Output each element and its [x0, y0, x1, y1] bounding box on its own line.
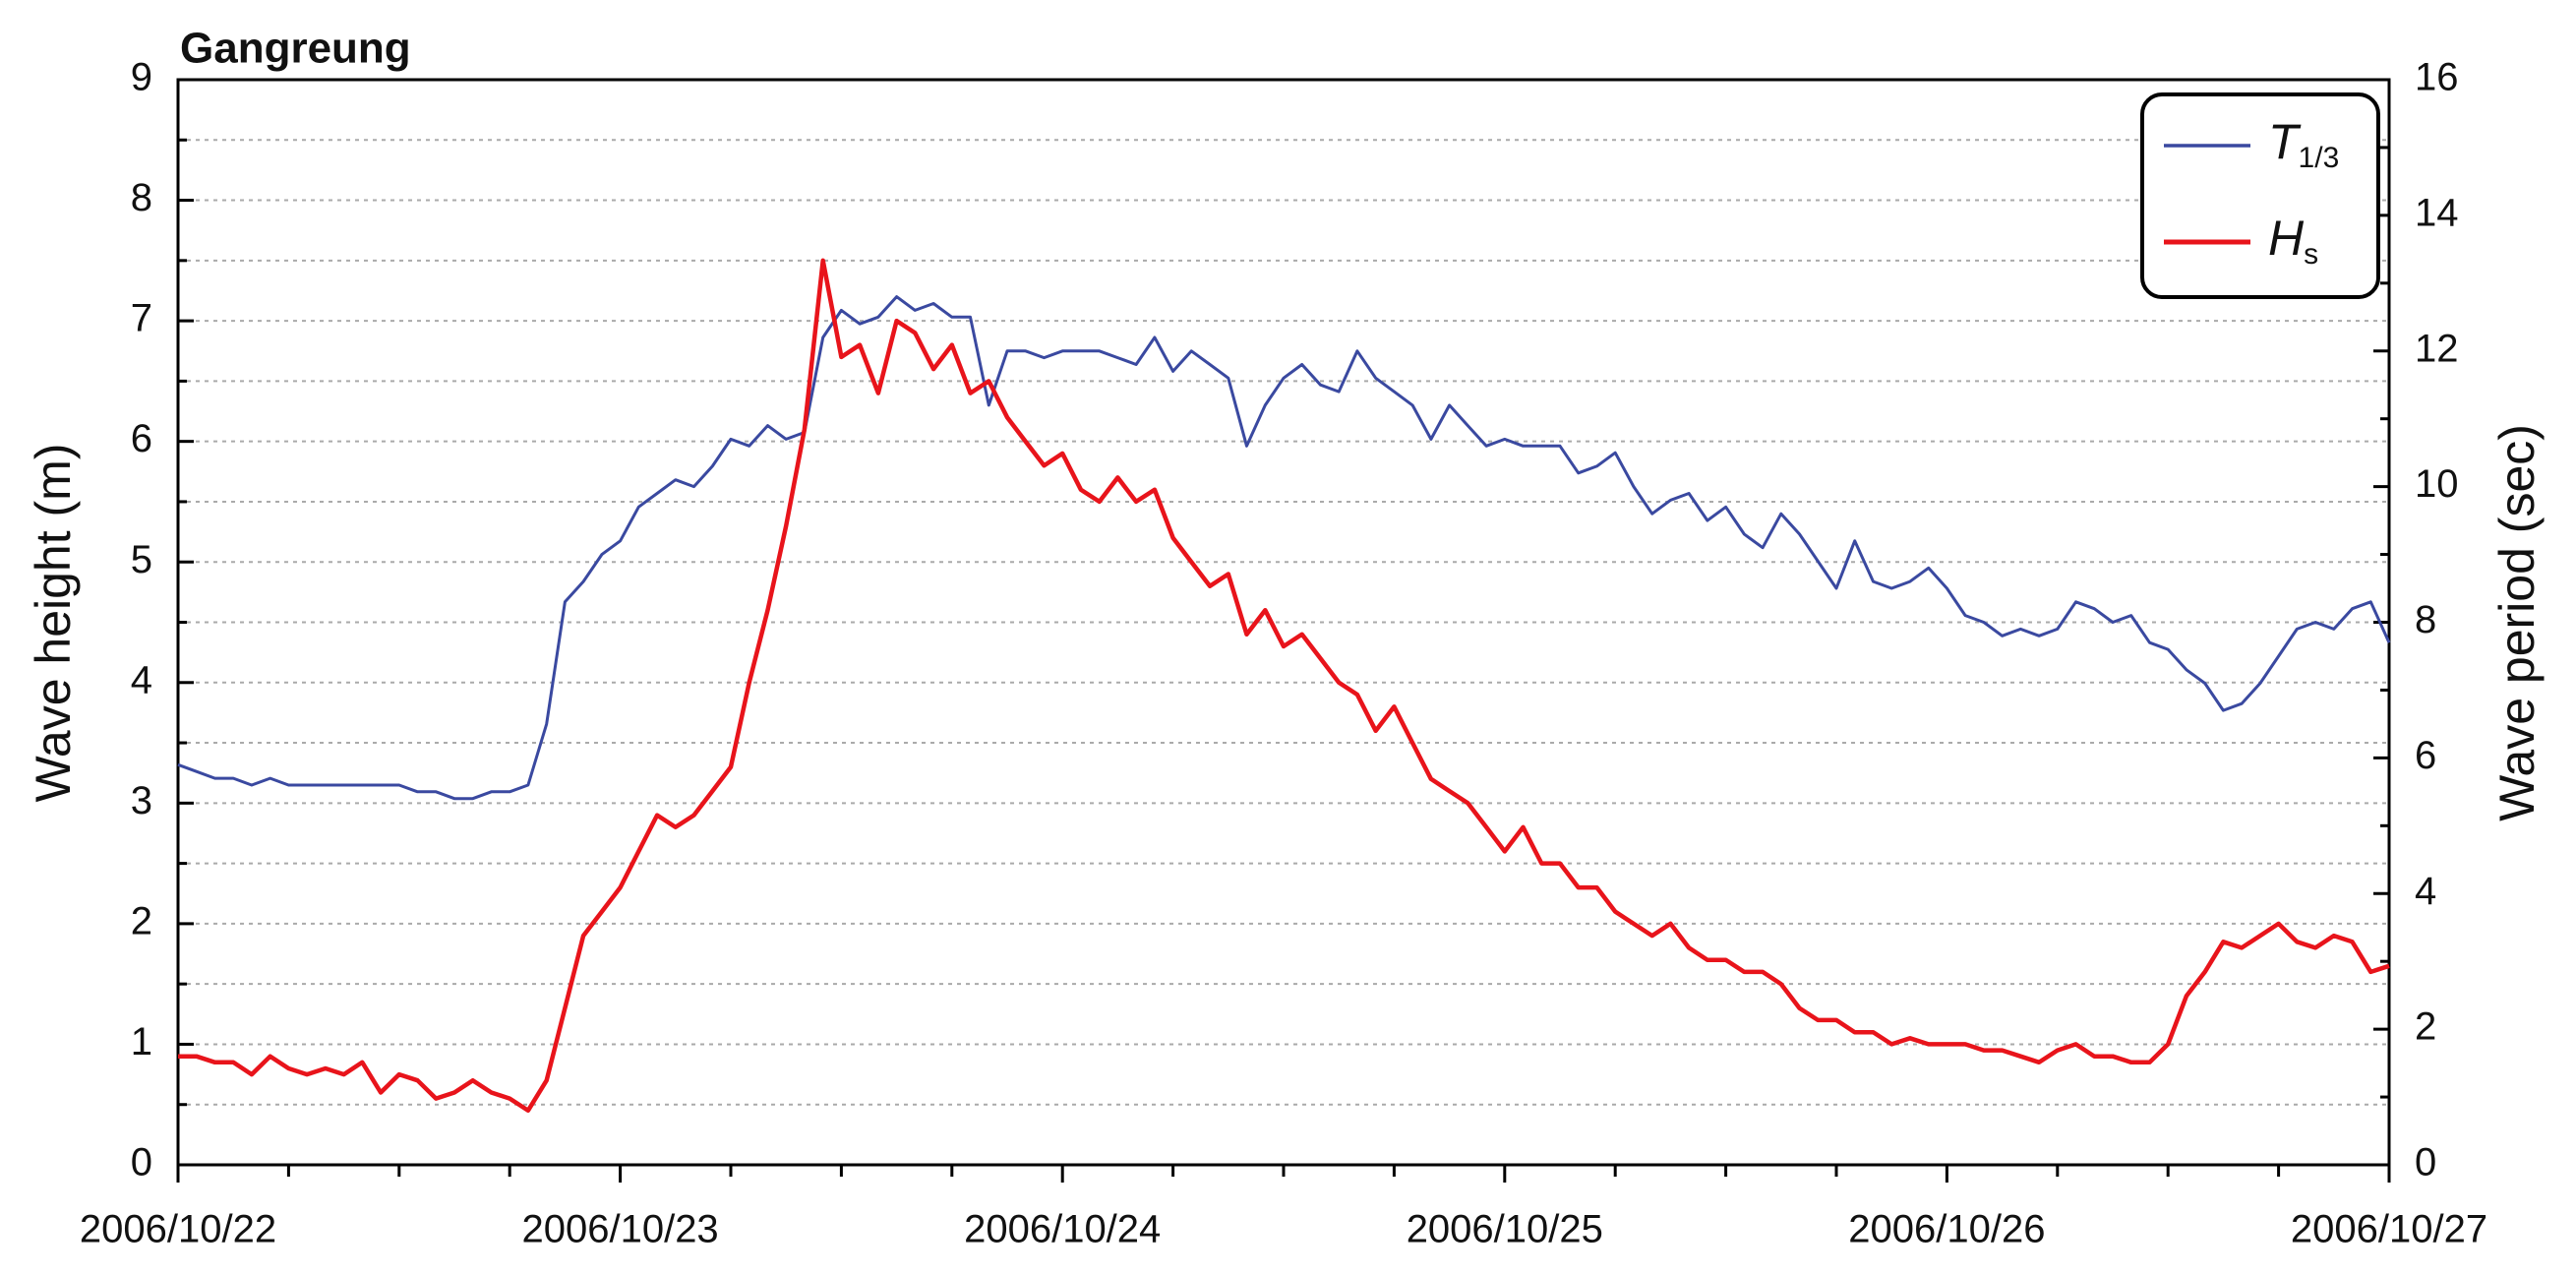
- x-tick-label: 2006/10/22: [80, 1208, 276, 1251]
- x-tick-label: 2006/10/24: [964, 1208, 1161, 1251]
- legend-box: [2140, 92, 2380, 299]
- y-tick-label: 8: [131, 176, 152, 219]
- series-line: [177, 295, 2391, 801]
- y-tick-label: 0: [131, 1141, 152, 1185]
- x-tick-label: 2006/10/23: [521, 1208, 718, 1251]
- y-tick-label: 2: [131, 899, 152, 942]
- y-tick-label: 7: [131, 297, 152, 340]
- x-tick-label: 2006/10/26: [1848, 1208, 2045, 1251]
- y2-tick-label: 0: [2415, 1141, 2436, 1185]
- y2-tick-label: 4: [2415, 870, 2436, 913]
- y2-tick-label: 14: [2415, 191, 2459, 234]
- x-tick-label: 2006/10/27: [2291, 1208, 2487, 1251]
- chart-title: Gangreung: [180, 25, 411, 73]
- x-tick-label: 2006/10/25: [1407, 1208, 1603, 1251]
- y-tick-label: 1: [131, 1020, 152, 1063]
- y2-tick-label: 16: [2415, 56, 2459, 99]
- series-line: [178, 258, 2390, 1114]
- y-tick-label: 9: [131, 56, 152, 99]
- y2-tick-label: 2: [2415, 1005, 2436, 1049]
- y-tick-label: 6: [131, 417, 152, 460]
- legend-label: T1/3: [2268, 114, 2339, 174]
- legend-label: Hs: [2268, 211, 2318, 271]
- y2-tick-label: 8: [2415, 598, 2436, 641]
- y-tick-label: 3: [131, 779, 152, 822]
- y2-tick-label: 12: [2415, 327, 2459, 370]
- y-tick-label: 4: [131, 658, 152, 701]
- y2-tick-label: 10: [2415, 462, 2459, 506]
- y2-axis-label: Wave period (sec): [2489, 424, 2545, 821]
- y-axis-label: Wave height (m): [26, 444, 81, 803]
- y2-tick-label: 6: [2415, 734, 2436, 777]
- y-tick-label: 5: [131, 538, 152, 581]
